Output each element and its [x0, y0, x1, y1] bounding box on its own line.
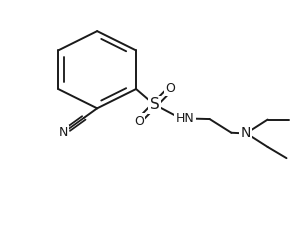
Text: S: S — [150, 97, 160, 112]
Text: N: N — [241, 126, 251, 140]
Text: N: N — [58, 126, 68, 139]
Text: O: O — [165, 82, 175, 95]
Text: O: O — [134, 115, 144, 127]
Text: HN: HN — [176, 112, 194, 125]
